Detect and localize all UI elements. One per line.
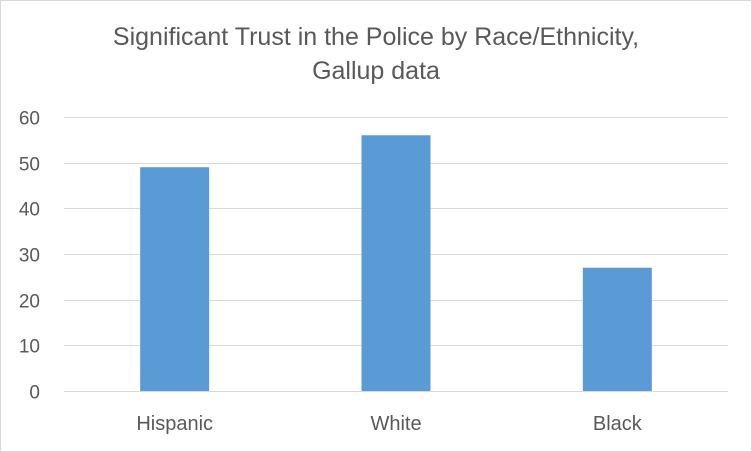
bar-white <box>361 135 431 391</box>
x-tick-label-hispanic: Hispanic <box>136 413 213 435</box>
y-tick-label-30: 30 <box>19 246 40 267</box>
chart-title: Significant Trust in the Police by Race/… <box>0 20 752 88</box>
bar-black <box>582 267 652 391</box>
y-tick-label-20: 20 <box>19 292 40 313</box>
y-tick-label-0: 0 <box>29 383 40 404</box>
y-tick-label-10: 10 <box>19 337 40 358</box>
y-tick-label-50: 50 <box>19 155 40 176</box>
bar-hispanic <box>140 167 210 391</box>
y-tick-label-40: 40 <box>19 200 40 221</box>
y-tick-label-60: 60 <box>19 109 40 130</box>
chart-title-line-1: Significant Trust in the Police by Race/… <box>112 23 640 51</box>
x-tick-label-white: White <box>370 413 421 435</box>
chart-title-line-2: Gallup data <box>312 57 440 85</box>
x-tick-label-black: Black <box>593 413 643 435</box>
